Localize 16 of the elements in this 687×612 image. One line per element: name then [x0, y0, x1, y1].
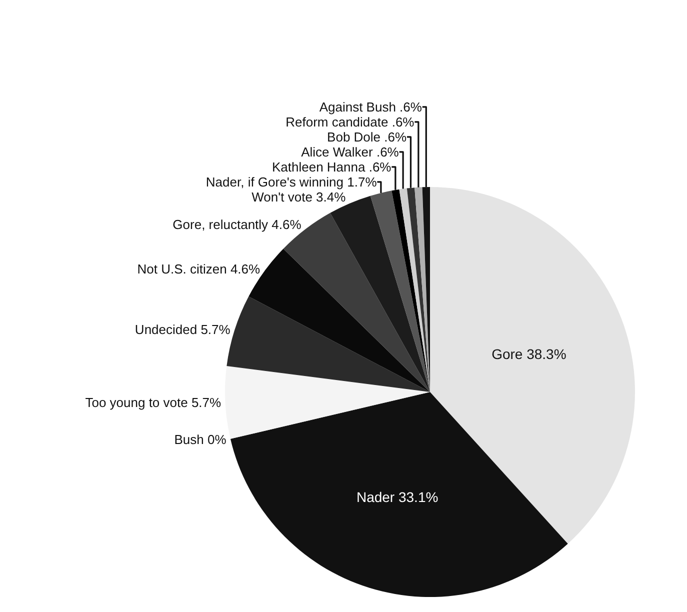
slice-label: Undecided 5.7% [134, 322, 231, 338]
pie-slice [225, 366, 430, 439]
slice-label: Won't vote 3.4% [252, 189, 346, 204]
slice-label: Nader, if Gore's winning 1.7% [206, 174, 378, 190]
slice-label: Gore 38.3% [492, 346, 566, 362]
slice-label: Reform candidate .6% [286, 114, 415, 130]
pie-slice [370, 190, 430, 392]
slice-label: Not U.S. citizen 4.6% [137, 261, 261, 276]
slice-label: Kathleen Hanna .6% [272, 159, 392, 174]
slice-label: Alice Walker .6% [301, 144, 400, 160]
slice-label: Too young to vote 5.7% [85, 395, 222, 410]
slice-label: Bob Dole .6% [327, 129, 407, 144]
slice-label: Nader 33.1% [356, 489, 438, 506]
slice-label: Gore, reluctantly 4.6% [172, 216, 302, 232]
category-label: Bush 0% [174, 432, 226, 447]
slice-label: Against Bush .6% [319, 99, 422, 114]
